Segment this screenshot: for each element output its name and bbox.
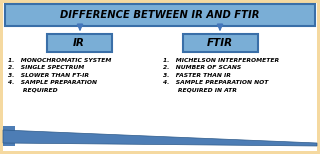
Text: IR: IR — [73, 38, 85, 48]
FancyBboxPatch shape — [183, 34, 258, 52]
Polygon shape — [3, 130, 317, 146]
FancyBboxPatch shape — [3, 126, 15, 146]
Text: 1.   MONOCHROMATIC SYSTEM
2.   SINGLE SPECTRUM
3.   SLOWER THAN FT-IR
4.   SAMPL: 1. MONOCHROMATIC SYSTEM 2. SINGLE SPECTR… — [8, 58, 111, 93]
FancyBboxPatch shape — [5, 4, 315, 26]
FancyBboxPatch shape — [47, 34, 112, 52]
FancyBboxPatch shape — [3, 3, 317, 151]
Text: DIFFERENCE BETWEEN IR AND FTIR: DIFFERENCE BETWEEN IR AND FTIR — [60, 10, 260, 20]
Text: FTIR: FTIR — [207, 38, 233, 48]
Text: 1.   MICHELSON INTERFEROMETER
2.   NUMBER OF SCANS
3.   FASTER THAN IR
4.   SAMP: 1. MICHELSON INTERFEROMETER 2. NUMBER OF… — [163, 58, 279, 93]
